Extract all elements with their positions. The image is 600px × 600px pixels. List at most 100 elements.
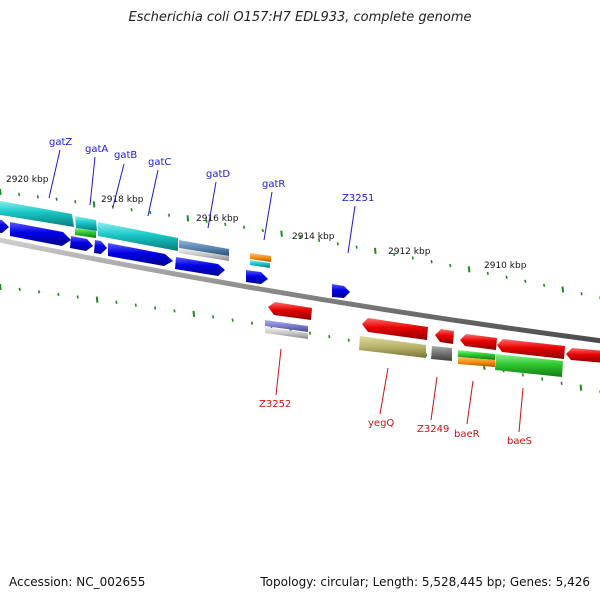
- minor-tick: [243, 225, 246, 229]
- major-tick: [280, 230, 283, 237]
- feature-baeR-orange[interactable]: [458, 357, 495, 367]
- minor-tick: [76, 295, 79, 299]
- minor-tick: [168, 213, 171, 217]
- minor-tick: [411, 256, 414, 260]
- major-tick: [374, 247, 377, 254]
- reverse-gene-labels: Z3252 yegQ Z3249 baeR baeS: [259, 348, 532, 447]
- minor-tick: [115, 300, 118, 304]
- cds-gatZ[interactable]: [0, 219, 9, 233]
- cds-gatB[interactable]: [70, 236, 93, 251]
- minor-tick: [347, 338, 350, 342]
- tick-label-2910: 2910 kbp: [484, 261, 527, 271]
- minor-tick: [18, 192, 21, 196]
- leader-gatC: [147, 169, 159, 217]
- feature-gatA-green[interactable]: [75, 228, 96, 238]
- minor-tick: [521, 373, 524, 377]
- reverse-strand-features: [265, 302, 600, 377]
- minor-tick: [154, 306, 157, 310]
- cds-yegQ[interactable]: [362, 318, 428, 340]
- feature-gatR-orange[interactable]: [250, 253, 271, 262]
- minor-tick: [212, 315, 215, 319]
- gene-label-gatR[interactable]: gatR: [262, 179, 285, 190]
- feature-gatD-silver[interactable]: [179, 248, 229, 261]
- minor-tick: [486, 271, 489, 275]
- leader-baeR: [466, 380, 474, 425]
- gene-label-gatC[interactable]: gatC: [148, 157, 171, 168]
- gene-label-yegQ[interactable]: yegQ: [368, 418, 394, 429]
- gene-label-gatA[interactable]: gatA: [85, 144, 108, 155]
- cds-gatC[interactable]: [108, 243, 173, 266]
- leader-gatB: [112, 163, 125, 208]
- minor-tick: [134, 303, 137, 307]
- cds-baeS[interactable]: [497, 339, 565, 359]
- major-tick: [0, 188, 2, 196]
- feature-gatD-steel[interactable]: [179, 240, 229, 256]
- feature-Z3252-silver[interactable]: [265, 327, 308, 339]
- minor-tick: [299, 235, 302, 239]
- forward-gene-labels: gatZ gatA gatB gatC gatD gatR Z3251: [48, 137, 374, 254]
- cds-gatA[interactable]: [10, 222, 71, 246]
- minor-tick: [37, 290, 41, 294]
- leader-gatZ: [48, 149, 61, 199]
- minor-tick: [505, 275, 508, 279]
- minor-tick: [524, 279, 527, 283]
- cds-baeS-2[interactable]: [566, 348, 600, 363]
- genome-backbone: [0, 237, 600, 344]
- gene-label-gatZ[interactable]: gatZ: [49, 137, 72, 148]
- gene-label-Z3252[interactable]: Z3252: [259, 399, 291, 410]
- major-tick: [579, 384, 583, 391]
- cds-gatR[interactable]: [246, 270, 268, 284]
- minor-tick: [149, 210, 152, 215]
- tick-label-2918: 2918 kbp: [101, 195, 144, 205]
- cds-Z3251[interactable]: [332, 284, 350, 298]
- feature-gatC-cyan[interactable]: [98, 222, 178, 251]
- cds-Z3252[interactable]: [268, 302, 312, 320]
- leader-yegQ: [379, 367, 389, 415]
- cds-gatB-2[interactable]: [94, 240, 107, 254]
- cds-baeR[interactable]: [460, 334, 497, 350]
- leader-gatA: [89, 156, 96, 206]
- minor-tick: [250, 321, 253, 325]
- minor-tick: [205, 219, 208, 223]
- accession-text: Accession: NC_002655: [9, 575, 146, 589]
- feature-Z3252-lavender[interactable]: [265, 320, 308, 332]
- gene-label-baeR[interactable]: baeR: [454, 429, 480, 440]
- major-tick: [95, 296, 99, 303]
- feature-Z3249-gray[interactable]: [431, 346, 452, 361]
- feature-baeS-green[interactable]: [495, 354, 563, 377]
- inner-tick-ring: [0, 283, 600, 394]
- major-tick: [561, 286, 565, 293]
- topology-summary-text: Topology: circular; Length: 5,528,445 bp…: [260, 575, 590, 589]
- minor-tick: [224, 222, 227, 226]
- minor-tick: [74, 200, 77, 204]
- feature-gatA-cyan[interactable]: [75, 216, 97, 231]
- major-tick: [192, 310, 196, 317]
- tick-label-2916: 2916 kbp: [196, 214, 239, 224]
- minor-tick: [308, 331, 312, 335]
- tick-label-2914: 2914 kbp: [292, 232, 335, 242]
- leader-Z3249: [430, 376, 438, 421]
- feature-gatZ-cyan[interactable]: [0, 200, 74, 227]
- leader-Z3251: [347, 205, 356, 254]
- gene-label-Z3249[interactable]: Z3249: [417, 424, 449, 435]
- feature-gatR-cyan[interactable]: [250, 260, 270, 268]
- minor-tick: [55, 197, 58, 201]
- cds-Z3249[interactable]: [435, 329, 454, 344]
- leader-Z3252: [275, 348, 282, 396]
- cds-gatD[interactable]: [175, 257, 225, 276]
- minor-tick: [130, 208, 133, 212]
- tick-label-2920: 2920 kbp: [6, 175, 49, 185]
- feature-baeR-green[interactable]: [458, 350, 495, 360]
- coordinate-labels: 2920 kbp 2918 kbp 2916 kbp 2914 kbp 2912…: [6, 175, 527, 271]
- minor-tick: [111, 205, 114, 209]
- minor-tick: [393, 252, 396, 256]
- gene-label-gatD[interactable]: gatD: [206, 169, 230, 180]
- major-tick: [186, 215, 190, 222]
- gene-label-baeS[interactable]: baeS: [507, 436, 532, 447]
- leader-gatR: [263, 191, 273, 241]
- gene-label-Z3251[interactable]: Z3251: [342, 193, 374, 204]
- gene-label-gatB[interactable]: gatB: [114, 150, 137, 161]
- feature-yegQ-olive[interactable]: [359, 336, 426, 358]
- major-tick: [0, 283, 2, 291]
